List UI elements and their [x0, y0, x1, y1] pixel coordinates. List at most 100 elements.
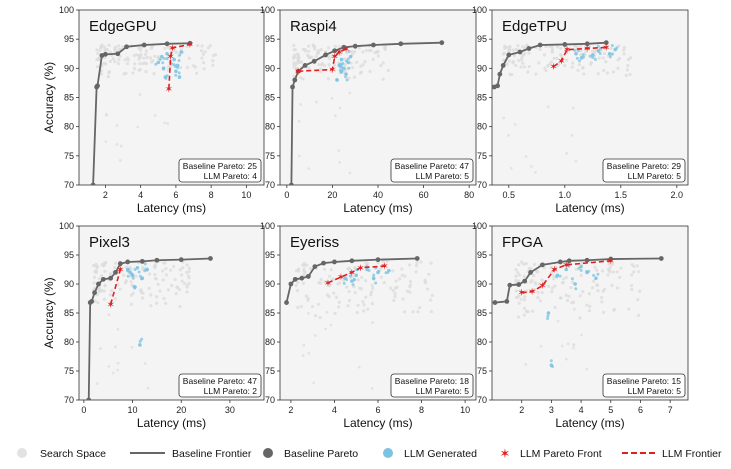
search-space-point	[596, 72, 600, 76]
search-space-point	[578, 294, 582, 298]
baseline-pareto-point	[95, 83, 100, 89]
y-tick-label: 80	[265, 337, 275, 347]
x-axis-label: Latency (ms)	[137, 416, 206, 430]
search-space-point	[295, 52, 299, 56]
search-space-point	[595, 268, 599, 272]
llm-generated-point	[570, 277, 574, 281]
y-tick-label: 85	[265, 93, 275, 103]
search-space-point	[407, 263, 412, 267]
search-space-point	[317, 63, 321, 67]
y-tick-label: 85	[64, 93, 74, 103]
search-space-point	[153, 264, 157, 268]
llm-generated-point	[589, 54, 593, 58]
search-space-point	[187, 56, 191, 60]
llm-generated-point	[130, 272, 134, 276]
search-space-point	[607, 262, 611, 266]
search-space-point	[565, 298, 570, 303]
x-axis-label: Latency (ms)	[137, 201, 206, 215]
y-tick-label: 100	[472, 5, 487, 15]
search-space-point	[552, 56, 556, 60]
search-space-point	[92, 281, 96, 285]
search-space-point	[588, 304, 592, 309]
llm-generated-point	[348, 274, 352, 278]
search-space-point	[579, 44, 583, 48]
search-space-point	[429, 310, 433, 314]
search-space-point	[338, 160, 342, 164]
plot-area	[491, 225, 689, 401]
llm-generated-point	[139, 277, 143, 281]
llm-pareto-star: ✶	[106, 300, 114, 311]
search-space-point	[350, 49, 354, 54]
search-space-point	[201, 61, 206, 65]
search-space-point	[405, 289, 410, 293]
llm-pareto-star: ✶	[331, 52, 339, 63]
search-space-point	[550, 47, 555, 51]
search-space-point	[139, 52, 143, 57]
llm-generated-point	[610, 44, 614, 48]
baseline-pareto-point	[103, 51, 108, 57]
baseline-pareto-point	[139, 258, 145, 264]
search-space-point	[129, 293, 134, 297]
search-space-point	[196, 44, 200, 48]
llm-generated-point	[133, 268, 137, 272]
search-space-point	[360, 275, 364, 280]
legend-llm-frontier-label: LLM Frontier	[662, 448, 722, 460]
search-space-point	[131, 71, 135, 75]
search-space-point	[565, 152, 568, 155]
search-space-point	[355, 60, 359, 64]
x-tick-label: 7	[668, 405, 673, 415]
y-tick-label: 80	[265, 122, 275, 132]
search-space-point	[319, 70, 323, 74]
x-tick-label: 10	[460, 405, 470, 415]
search-space-point	[114, 345, 117, 349]
llm-generated-point	[575, 56, 579, 60]
search-space-point	[514, 274, 518, 278]
search-space-point	[379, 275, 384, 279]
search-space-point	[149, 293, 153, 297]
search-space-point	[622, 52, 626, 56]
llm-pareto-star: ✶	[335, 48, 343, 59]
search-space-point	[400, 267, 404, 271]
search-space-point	[130, 283, 134, 287]
search-space-point	[547, 284, 551, 288]
search-space-point	[626, 64, 630, 68]
llm-generated-point	[574, 287, 578, 291]
search-space-point	[293, 53, 297, 57]
search-space-point	[542, 266, 546, 270]
llm-generated-point	[178, 53, 182, 57]
search-space-point	[508, 44, 512, 49]
search-space-point	[366, 307, 370, 311]
x-tick-label: 30	[225, 405, 235, 415]
baseline-pareto-point	[522, 278, 528, 284]
search-space-point	[615, 270, 619, 274]
search-space-point	[359, 70, 363, 74]
x-axis-label: Latency (ms)	[555, 201, 624, 215]
search-space-point	[408, 279, 413, 283]
search-space-point	[132, 54, 136, 58]
search-space-point	[618, 275, 622, 279]
search-space-point	[355, 310, 359, 315]
search-space-point	[356, 278, 360, 282]
search-space-point	[108, 293, 113, 297]
llm-pareto-star: ✶	[116, 265, 124, 276]
search-space-point	[175, 285, 179, 289]
llm-pareto-star: ✶	[324, 278, 332, 289]
baseline-pareto-point	[113, 270, 118, 275]
llm-generated-point	[162, 56, 166, 60]
search-space-point	[411, 310, 415, 314]
search-space-point	[373, 50, 377, 55]
search-space-point	[368, 69, 372, 74]
search-space-point	[164, 273, 168, 277]
plot-area	[279, 9, 477, 186]
llm-generated-point	[162, 66, 166, 70]
baseline-pareto-point	[323, 52, 328, 58]
search-space-point	[146, 386, 150, 390]
search-space-point	[529, 165, 533, 168]
search-space-point	[517, 58, 521, 63]
search-space-point	[628, 56, 633, 60]
x-tick-label: 6	[638, 405, 643, 415]
llm-generated-point	[158, 58, 162, 62]
search-space-point	[585, 367, 589, 371]
search-space-point	[124, 265, 128, 269]
search-space-point	[597, 56, 601, 60]
